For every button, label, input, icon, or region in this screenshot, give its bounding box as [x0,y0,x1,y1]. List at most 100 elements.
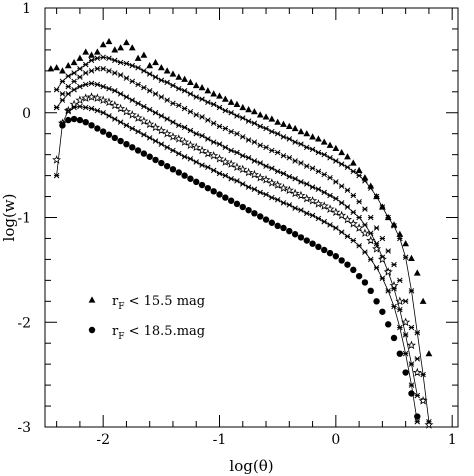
series-6-point-glyph [205,164,211,170]
series-6-point-glyph [210,167,217,174]
series-6-point-glyph [315,215,322,222]
series-5-point [69,99,79,109]
series-2-point [251,120,258,126]
y-tick-label: -3 [17,420,31,436]
series-2-point-glyph [309,146,316,153]
series-6-point-glyph [292,205,298,211]
y-tick-label: -1 [17,211,31,227]
series-2-point-glyph [292,139,298,145]
x-tick-label: 1 [448,432,457,448]
legend-label-main: r [112,324,119,339]
series-2-point [373,193,380,200]
series-5-point [81,93,91,102]
series-2-point-glyph [286,136,293,142]
series-4-point [222,144,229,151]
series-5-point [197,145,207,155]
series-3-point [298,160,304,166]
series-6-point [135,128,141,135]
series-5-point [267,178,277,187]
series-6-point [251,186,258,192]
series-6-point-glyph [53,172,60,179]
series-4-point [193,130,199,137]
series-6-point [414,419,421,425]
series-4-point-glyph [170,119,176,125]
series-5-point [348,219,358,228]
series-6-point [53,172,60,179]
series-2-point [228,109,234,116]
series-6-point [234,178,240,184]
series-3-point-glyph [187,108,194,115]
series-4-point-glyph [123,94,130,100]
series-3-point [158,94,165,100]
series-4-point-glyph [135,100,141,107]
series-7-point [350,266,357,274]
series-6-point [385,288,391,294]
series-6-point [77,103,83,110]
series-3-point-glyph [65,83,72,90]
series-3-point-glyph [397,277,403,284]
series-4-point [327,192,333,199]
series-2-point [234,113,240,119]
series-3-point [59,91,66,97]
series-7-point [251,210,258,217]
series-3-point [391,261,397,268]
series-3-points [53,66,426,404]
series-1-point [117,44,125,51]
series-3-point [315,168,322,175]
series-6-point [117,119,124,125]
series-1-point [59,67,66,74]
series-3-point-glyph [176,102,182,109]
series-4-point [373,240,380,247]
series-6-point [292,205,298,211]
series-4-point [234,149,240,156]
series-6-point-glyph [274,196,281,203]
series-4-point [408,361,415,367]
series-3-point [141,84,147,91]
series-4-point-glyph [205,136,211,142]
series-6-point-glyph [245,184,252,190]
series-4-point [304,181,310,187]
series-3-point-glyph [309,165,316,172]
x-tick-label: -2 [96,432,110,448]
series-2-point-glyph [187,91,194,97]
series-6-point [408,382,415,388]
series-5-point [249,169,259,179]
series-3-point [257,142,263,148]
series-4-point [251,158,258,164]
series-3-point [228,128,234,135]
series-3-point [112,70,118,76]
series-4-point [117,91,124,97]
series-6-point [71,104,77,111]
series-2-point [205,99,211,106]
series-7-point [117,137,124,145]
series-6-point-glyph [94,107,101,114]
series-7-point [59,122,66,129]
series-5-point [238,164,248,174]
series-6-point [112,116,118,122]
series-2-point-glyph [367,185,374,191]
series-2-point [321,151,327,158]
series-2-point-glyph [420,371,426,378]
series-7-point [152,156,159,164]
series-4-point-glyph [408,361,415,367]
series-5-point [232,162,242,172]
series-3-point [117,72,124,78]
series-1-point [111,46,119,53]
series-2-point [397,235,403,242]
series-4-point [356,214,362,221]
y-tick-label: 0 [22,106,31,122]
series-2-point [280,134,287,140]
series-2-point-glyph [350,168,357,175]
series-3-point [240,134,246,140]
series-2-point [367,185,374,191]
series-6-point [152,138,159,144]
series-6-point [304,210,310,217]
series-4-point [135,100,141,107]
legend-marker-circle [88,326,96,334]
series-6-point [240,181,246,187]
series-7-point [105,131,113,138]
series-3-point [304,163,310,169]
series-4-point-glyph [269,165,275,172]
series-5-point [354,223,364,232]
series-4-point-glyph [338,200,345,206]
